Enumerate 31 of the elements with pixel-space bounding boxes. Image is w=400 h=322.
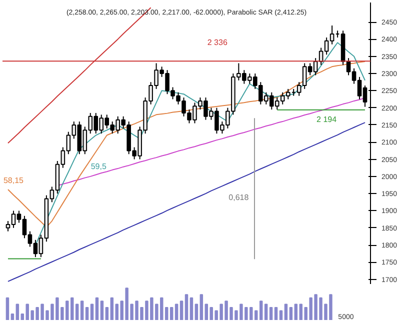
bar: [294, 304, 298, 320]
bar: [80, 300, 84, 320]
bar: [180, 300, 184, 320]
annotation: 2 194: [316, 114, 338, 124]
bar: [279, 310, 283, 320]
bar: [105, 307, 109, 320]
bar: [284, 304, 288, 320]
bar: [95, 297, 99, 320]
bar: [269, 307, 273, 320]
bar: [170, 307, 174, 320]
bar: [10, 314, 14, 320]
bar: [259, 300, 263, 320]
annotation: 0,618: [228, 192, 250, 202]
ref-line-label: 2 336: [207, 38, 228, 48]
bar: [85, 307, 89, 320]
annotation: 59,5: [90, 162, 107, 171]
bar: [174, 304, 178, 320]
bar: [190, 297, 194, 320]
bar: [200, 294, 204, 320]
bar: [194, 304, 198, 320]
bar: [100, 300, 104, 320]
bar: [274, 307, 278, 320]
bar: [184, 294, 188, 320]
bar: [90, 304, 94, 320]
annotation: 58,15: [3, 176, 24, 185]
bar: [75, 304, 79, 320]
bar: [16, 304, 20, 320]
bar: [264, 304, 268, 320]
bar: [289, 307, 293, 320]
bar: [110, 297, 114, 320]
bar: [6, 297, 10, 320]
